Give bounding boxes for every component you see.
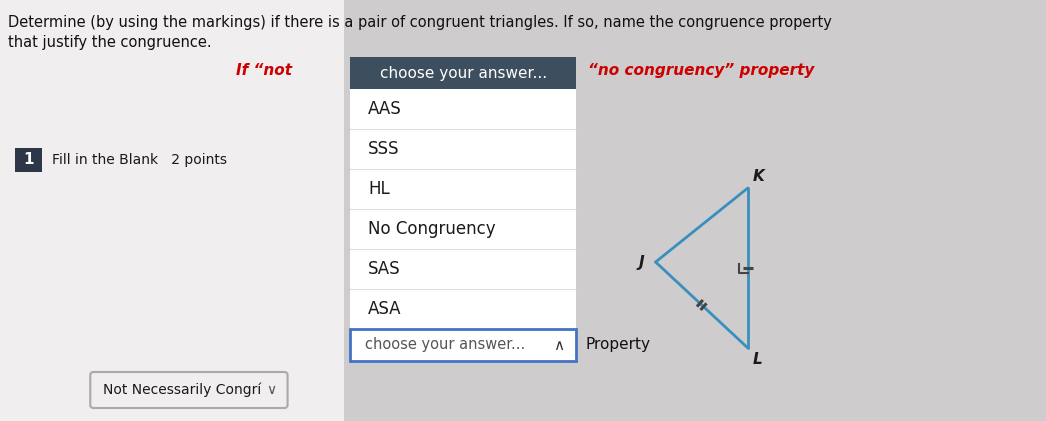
Text: Fill in the Blank   2 points: Fill in the Blank 2 points <box>52 153 227 167</box>
Text: “no congruency” property: “no congruency” property <box>588 62 814 77</box>
Text: that justify the congruence.: that justify the congruence. <box>8 35 211 50</box>
FancyBboxPatch shape <box>15 148 42 172</box>
Text: ∨: ∨ <box>266 383 276 397</box>
Text: choose your answer...: choose your answer... <box>380 66 547 80</box>
Text: K: K <box>753 169 765 184</box>
Text: Not Necessarily Congrí: Not Necessarily Congrí <box>104 383 262 397</box>
Text: If “not: If “not <box>235 62 297 77</box>
Text: SAS: SAS <box>368 260 401 278</box>
Text: SSS: SSS <box>368 140 400 158</box>
Text: L: L <box>753 352 763 367</box>
FancyBboxPatch shape <box>90 372 288 408</box>
Text: ∧: ∧ <box>553 338 564 352</box>
FancyBboxPatch shape <box>350 89 576 329</box>
Text: 1: 1 <box>23 152 33 168</box>
Text: Determine (by using the markings) if there is a pair of congruent triangles. If : Determine (by using the markings) if the… <box>8 15 832 30</box>
Text: Property: Property <box>586 338 651 352</box>
Text: J: J <box>638 255 644 269</box>
Text: HL: HL <box>368 180 390 198</box>
FancyBboxPatch shape <box>350 57 576 89</box>
Text: AAS: AAS <box>368 100 402 118</box>
FancyBboxPatch shape <box>350 329 576 361</box>
Text: ASA: ASA <box>368 300 402 318</box>
FancyBboxPatch shape <box>0 0 343 421</box>
Text: choose your answer...: choose your answer... <box>365 338 525 352</box>
Text: No Congruency: No Congruency <box>368 220 496 238</box>
